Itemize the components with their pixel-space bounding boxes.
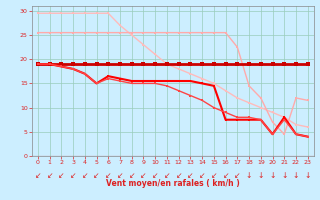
Text: ↙: ↙ <box>140 171 147 180</box>
Text: ↓: ↓ <box>293 171 299 180</box>
Text: ↓: ↓ <box>269 171 276 180</box>
Text: ↓: ↓ <box>305 171 311 180</box>
Text: ↙: ↙ <box>129 171 135 180</box>
Text: ↓: ↓ <box>281 171 287 180</box>
Text: ↙: ↙ <box>199 171 205 180</box>
Text: ↓: ↓ <box>258 171 264 180</box>
Text: ↙: ↙ <box>46 171 53 180</box>
Text: ↙: ↙ <box>164 171 170 180</box>
Text: ↙: ↙ <box>117 171 123 180</box>
Text: ↓: ↓ <box>246 171 252 180</box>
Text: ↙: ↙ <box>187 171 194 180</box>
Text: ↙: ↙ <box>93 171 100 180</box>
X-axis label: Vent moyen/en rafales ( km/h ): Vent moyen/en rafales ( km/h ) <box>106 179 240 188</box>
Text: ↙: ↙ <box>234 171 241 180</box>
Text: ↙: ↙ <box>211 171 217 180</box>
Text: ↙: ↙ <box>175 171 182 180</box>
Text: ↙: ↙ <box>70 171 76 180</box>
Text: ↙: ↙ <box>58 171 65 180</box>
Text: ↙: ↙ <box>152 171 158 180</box>
Text: ↙: ↙ <box>105 171 111 180</box>
Text: ↙: ↙ <box>82 171 88 180</box>
Text: ↙: ↙ <box>35 171 41 180</box>
Text: ↙: ↙ <box>222 171 229 180</box>
